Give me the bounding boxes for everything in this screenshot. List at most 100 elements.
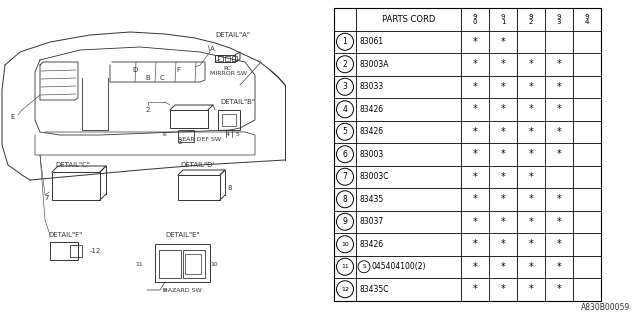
Text: 10: 10 xyxy=(210,261,218,267)
Text: 11: 11 xyxy=(341,264,349,269)
Text: -12: -12 xyxy=(90,248,101,254)
Text: D: D xyxy=(132,67,138,73)
Bar xyxy=(183,250,205,278)
Text: *: * xyxy=(500,172,506,182)
Bar xyxy=(178,175,220,200)
Text: 9
2: 9 2 xyxy=(529,14,533,25)
Text: 5: 5 xyxy=(342,127,348,136)
Text: *: * xyxy=(472,149,477,159)
Text: 2: 2 xyxy=(146,107,150,113)
Text: *: * xyxy=(472,172,477,182)
Text: *: * xyxy=(472,262,477,272)
Text: *: * xyxy=(500,127,506,137)
Bar xyxy=(225,56,230,61)
Text: *: * xyxy=(500,82,506,92)
Text: A: A xyxy=(210,46,215,52)
Text: *: * xyxy=(557,194,561,204)
Text: E: E xyxy=(11,114,15,120)
Text: *: * xyxy=(557,127,561,137)
Text: 3: 3 xyxy=(178,139,182,145)
Text: *: * xyxy=(472,239,477,249)
Text: A830B00059: A830B00059 xyxy=(580,303,630,312)
Text: 9
1: 9 1 xyxy=(500,14,505,25)
Text: *: * xyxy=(557,239,561,249)
Text: DETAIL"C": DETAIL"C" xyxy=(55,162,90,168)
Text: 9
0: 9 0 xyxy=(473,14,477,25)
Text: *: * xyxy=(472,59,477,69)
Text: 3: 3 xyxy=(342,82,348,91)
Bar xyxy=(159,250,181,278)
Bar xyxy=(155,244,210,282)
Bar xyxy=(70,245,82,257)
Text: B: B xyxy=(146,75,150,81)
Text: HAZARD SW: HAZARD SW xyxy=(163,288,202,293)
Text: 7: 7 xyxy=(45,195,49,201)
Text: *: * xyxy=(557,104,561,114)
Text: *: * xyxy=(472,217,477,227)
Text: *: * xyxy=(472,127,477,137)
Text: *: * xyxy=(529,262,533,272)
Bar xyxy=(232,56,237,61)
Text: 12: 12 xyxy=(341,287,349,292)
Text: *: * xyxy=(529,127,533,137)
Text: DETAIL"A": DETAIL"A" xyxy=(215,32,250,38)
Bar xyxy=(334,8,601,300)
Text: *: * xyxy=(557,284,561,294)
Text: *: * xyxy=(500,284,506,294)
Text: 83061: 83061 xyxy=(359,37,383,46)
Text: 9
4: 9 4 xyxy=(585,14,589,25)
Text: 4: 4 xyxy=(226,132,230,138)
Text: *: * xyxy=(500,217,506,227)
Text: *: * xyxy=(472,37,477,47)
Text: 8: 8 xyxy=(342,195,348,204)
Text: *: * xyxy=(557,82,561,92)
Text: 5: 5 xyxy=(236,132,240,138)
Text: 10: 10 xyxy=(341,242,349,247)
Text: *: * xyxy=(472,104,477,114)
Text: F: F xyxy=(176,67,180,73)
Text: 83426: 83426 xyxy=(359,127,383,136)
Bar xyxy=(222,114,236,126)
Text: 83003C: 83003C xyxy=(359,172,388,181)
Text: *: * xyxy=(529,104,533,114)
Text: *: * xyxy=(529,59,533,69)
Bar xyxy=(170,110,208,128)
Text: *: * xyxy=(472,82,477,92)
Text: *: * xyxy=(472,194,477,204)
Text: *: * xyxy=(500,37,506,47)
Text: 11: 11 xyxy=(135,261,143,267)
Text: *: * xyxy=(529,284,533,294)
Text: 6: 6 xyxy=(342,150,348,159)
Text: DETAIL"B": DETAIL"B" xyxy=(220,99,255,105)
Text: *: * xyxy=(557,59,561,69)
Text: *: * xyxy=(500,59,506,69)
Text: *: * xyxy=(557,262,561,272)
Text: 83426: 83426 xyxy=(359,105,383,114)
Text: *: * xyxy=(500,149,506,159)
Text: *: * xyxy=(557,149,561,159)
Text: *: * xyxy=(472,284,477,294)
Text: 83033: 83033 xyxy=(359,82,383,91)
Text: PARTS CORD: PARTS CORD xyxy=(382,15,435,24)
Text: 1: 1 xyxy=(342,37,348,46)
Bar xyxy=(185,254,201,274)
Text: S: S xyxy=(362,264,365,269)
Text: 2: 2 xyxy=(342,60,348,69)
Text: *: * xyxy=(500,262,506,272)
Text: 9: 9 xyxy=(163,288,167,293)
Bar xyxy=(52,172,100,200)
Text: *: * xyxy=(529,217,533,227)
Text: *: * xyxy=(529,172,533,182)
Text: RC
MIRROR SW: RC MIRROR SW xyxy=(209,66,246,76)
Text: REAR DEF SW: REAR DEF SW xyxy=(179,137,221,142)
Text: *: * xyxy=(557,217,561,227)
Text: 8: 8 xyxy=(228,185,232,191)
Text: *: * xyxy=(529,149,533,159)
Text: 83435: 83435 xyxy=(359,195,383,204)
Text: 83003A: 83003A xyxy=(359,60,388,69)
Text: DETAIL"F": DETAIL"F" xyxy=(48,232,83,238)
Text: DETAIL"D': DETAIL"D' xyxy=(180,162,214,168)
Text: *: * xyxy=(500,104,506,114)
Text: 83426: 83426 xyxy=(359,240,383,249)
Text: 7: 7 xyxy=(342,172,348,181)
